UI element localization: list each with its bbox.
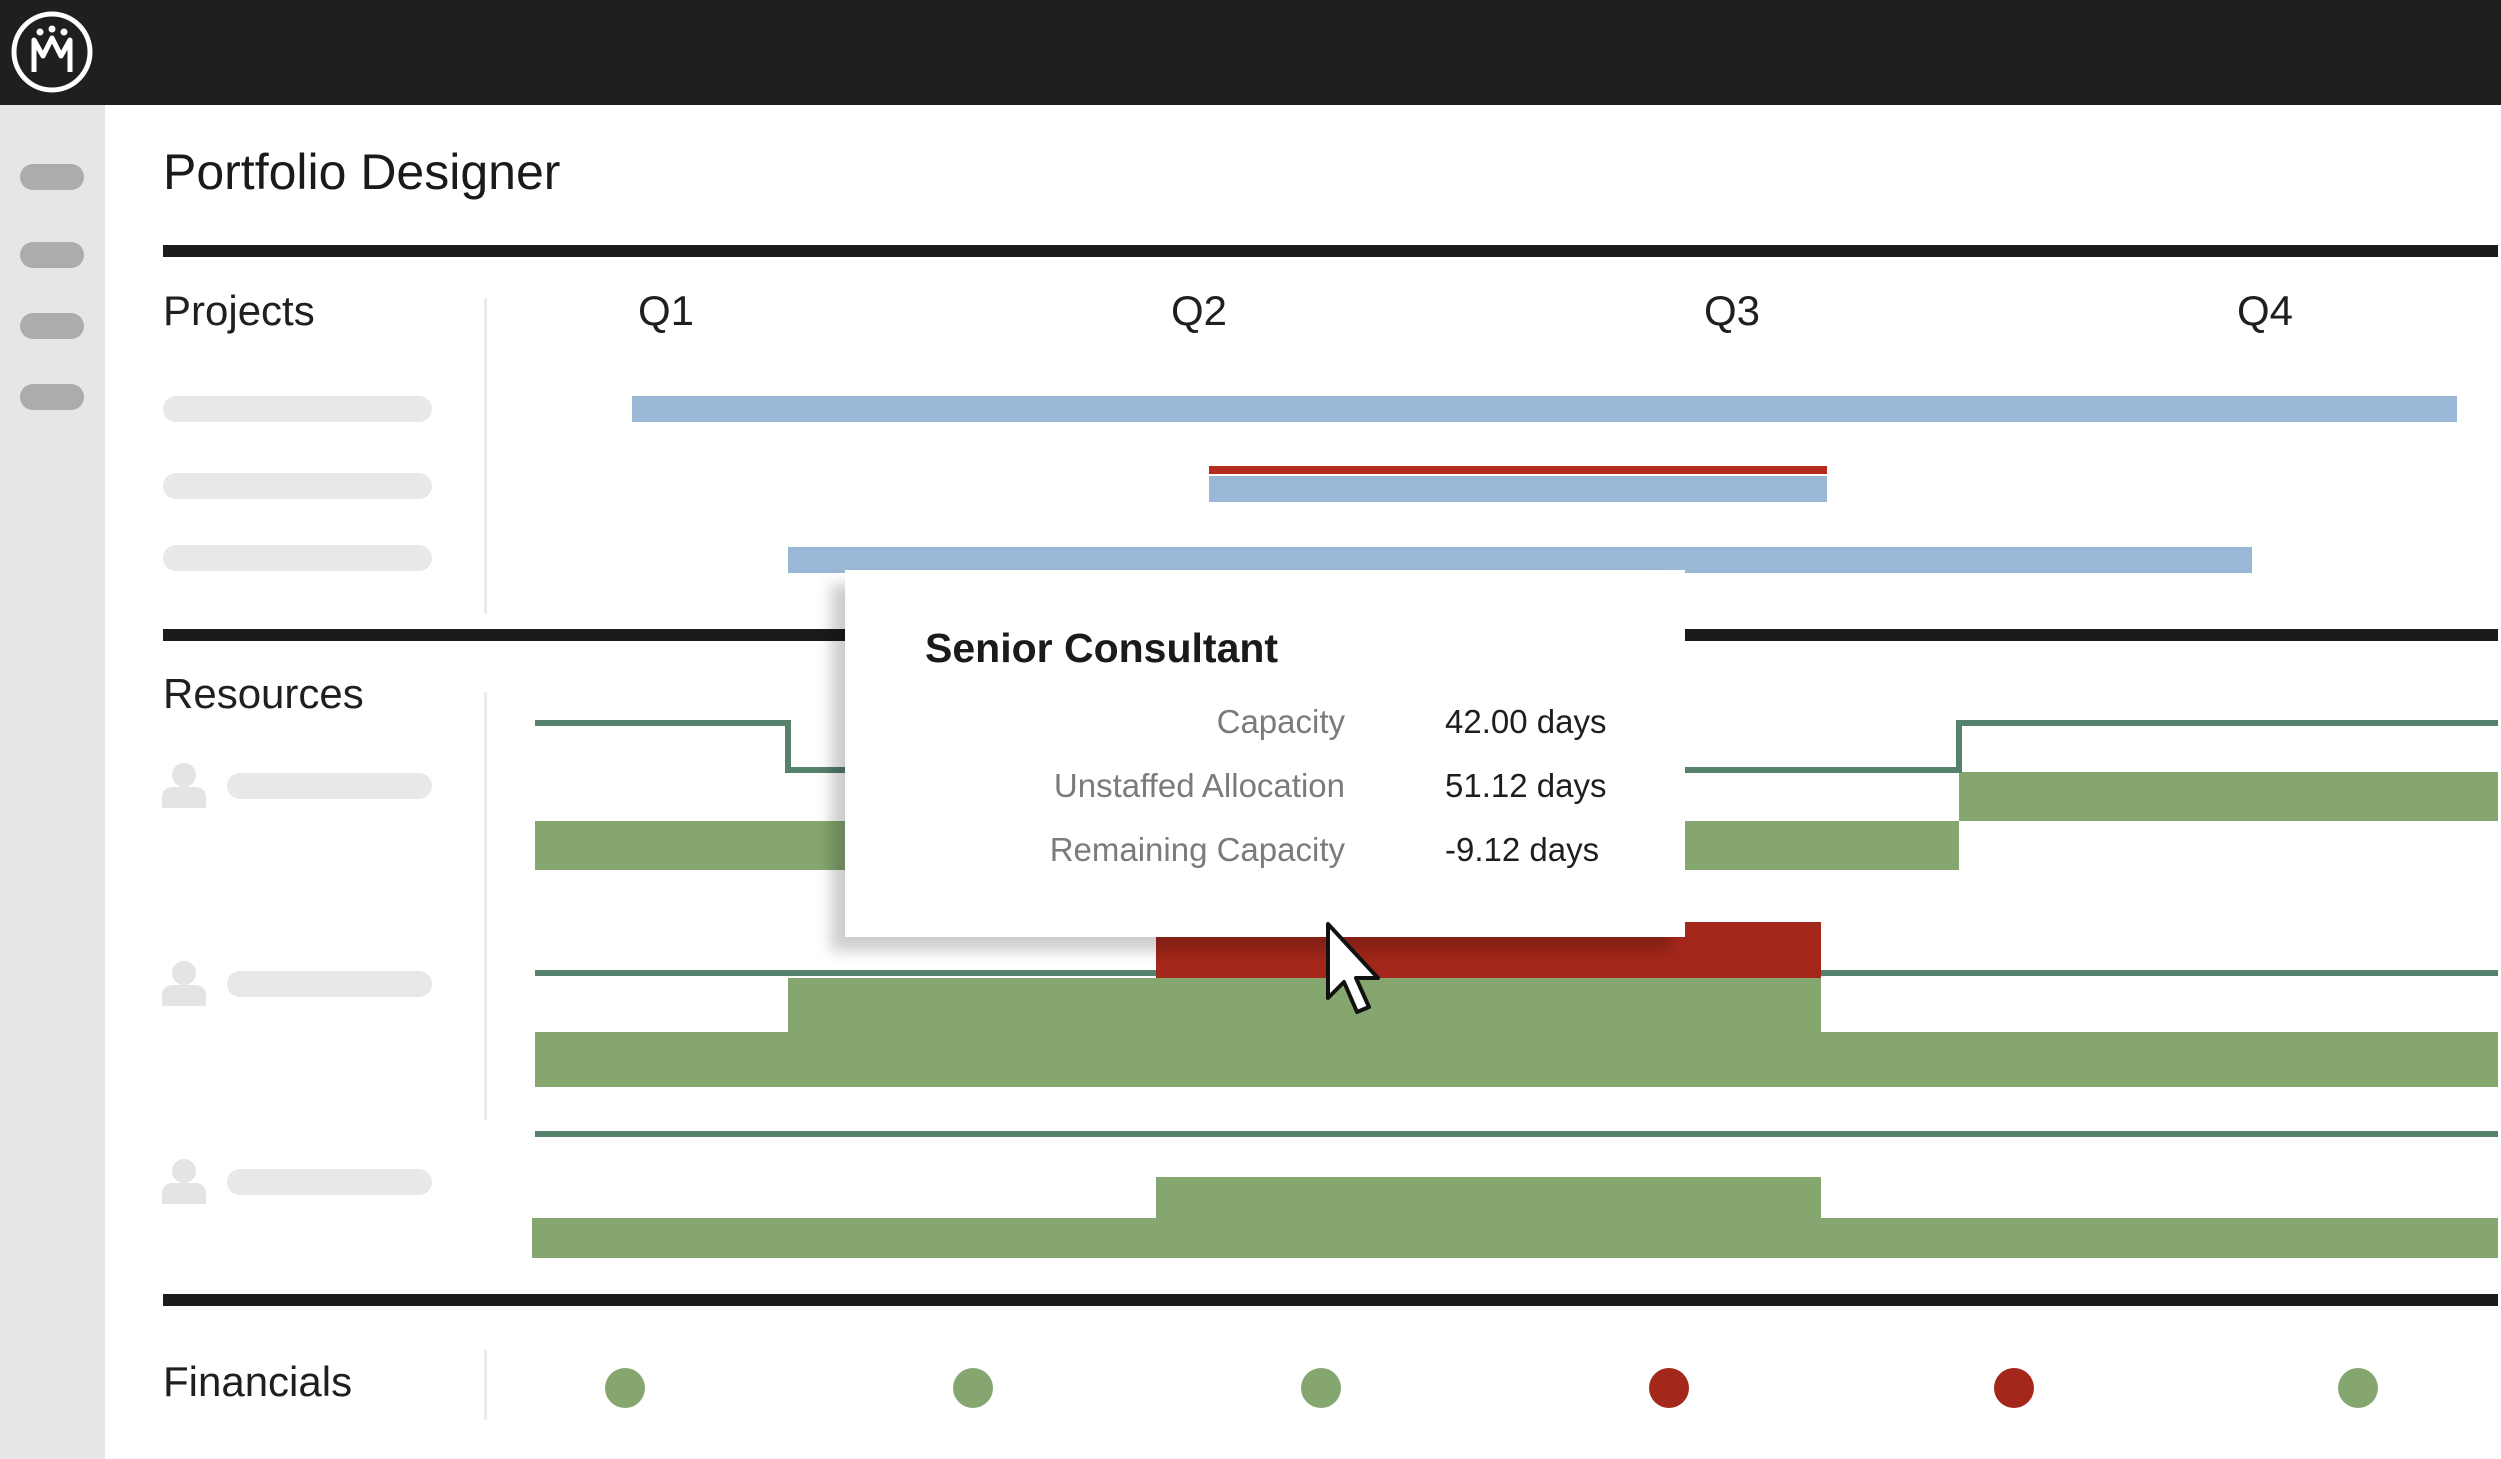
resource-name-placeholder[interactable] (227, 971, 432, 997)
quarter-q1: Q1 (638, 287, 695, 334)
resource-name-placeholder[interactable] (227, 1169, 432, 1195)
resources-section-label: Resources (163, 670, 364, 717)
mouse-pointer-icon (1326, 922, 1380, 1014)
financials-section-label: Financials (163, 1358, 353, 1405)
project-bar[interactable] (788, 547, 2252, 573)
quarter-q3: Q3 (1704, 287, 1761, 334)
resource-3-allocation (532, 1177, 2498, 1258)
tooltip-remaining-value: -9.12 days (1445, 831, 1600, 868)
person-icon (162, 1159, 206, 1204)
nav-item-4[interactable] (20, 384, 84, 410)
project-overallocation-marker (1209, 466, 1827, 474)
resource-name-placeholder[interactable] (227, 773, 432, 799)
resource-2-allocation (535, 978, 2498, 1087)
tooltip-capacity-value: 42.00 days (1445, 703, 1607, 740)
financial-status-good[interactable] (1301, 1368, 1341, 1408)
resource-tooltip: Senior Consultant Capacity 42.00 days Un… (845, 570, 1685, 937)
nav-item-1[interactable] (20, 164, 84, 190)
project-name-placeholder[interactable] (163, 545, 432, 571)
top-bar (0, 0, 2501, 105)
crown-logo-icon[interactable] (10, 10, 94, 94)
financial-status-good[interactable] (2338, 1368, 2378, 1408)
tooltip-unstaffed-value: 51.12 days (1445, 767, 1607, 804)
page-title: Portfolio Designer (163, 144, 561, 200)
quarter-q2: Q2 (1171, 287, 1228, 334)
projects-section-label: Projects (163, 287, 315, 334)
tooltip-title: Senior Consultant (925, 625, 1279, 671)
tooltip-capacity-label: Capacity (1216, 703, 1345, 740)
financials-column-divider (484, 1350, 487, 1420)
project-name-placeholder[interactable] (163, 396, 432, 422)
financial-status-good[interactable] (953, 1368, 993, 1408)
financial-status-good[interactable] (605, 1368, 645, 1408)
nav-item-3[interactable] (20, 313, 84, 339)
tooltip-unstaffed-label: Unstaffed Allocation (1053, 767, 1345, 804)
quarter-q4: Q4 (2237, 287, 2294, 334)
financial-status-bad[interactable] (1649, 1368, 1689, 1408)
section-divider-top (163, 245, 2498, 257)
person-icon (162, 763, 206, 808)
projects-column-divider (484, 298, 487, 614)
tooltip-remaining-label: Remaining Capacity (1049, 831, 1345, 868)
nav-item-2[interactable] (20, 242, 84, 268)
section-divider-financials (163, 1294, 2498, 1306)
resources-column-divider (484, 692, 487, 1120)
financial-status-bad[interactable] (1994, 1368, 2034, 1408)
person-icon (162, 961, 206, 1006)
project-bar[interactable] (1209, 476, 1827, 502)
project-name-placeholder[interactable] (163, 473, 432, 499)
project-bar[interactable] (632, 396, 2457, 422)
